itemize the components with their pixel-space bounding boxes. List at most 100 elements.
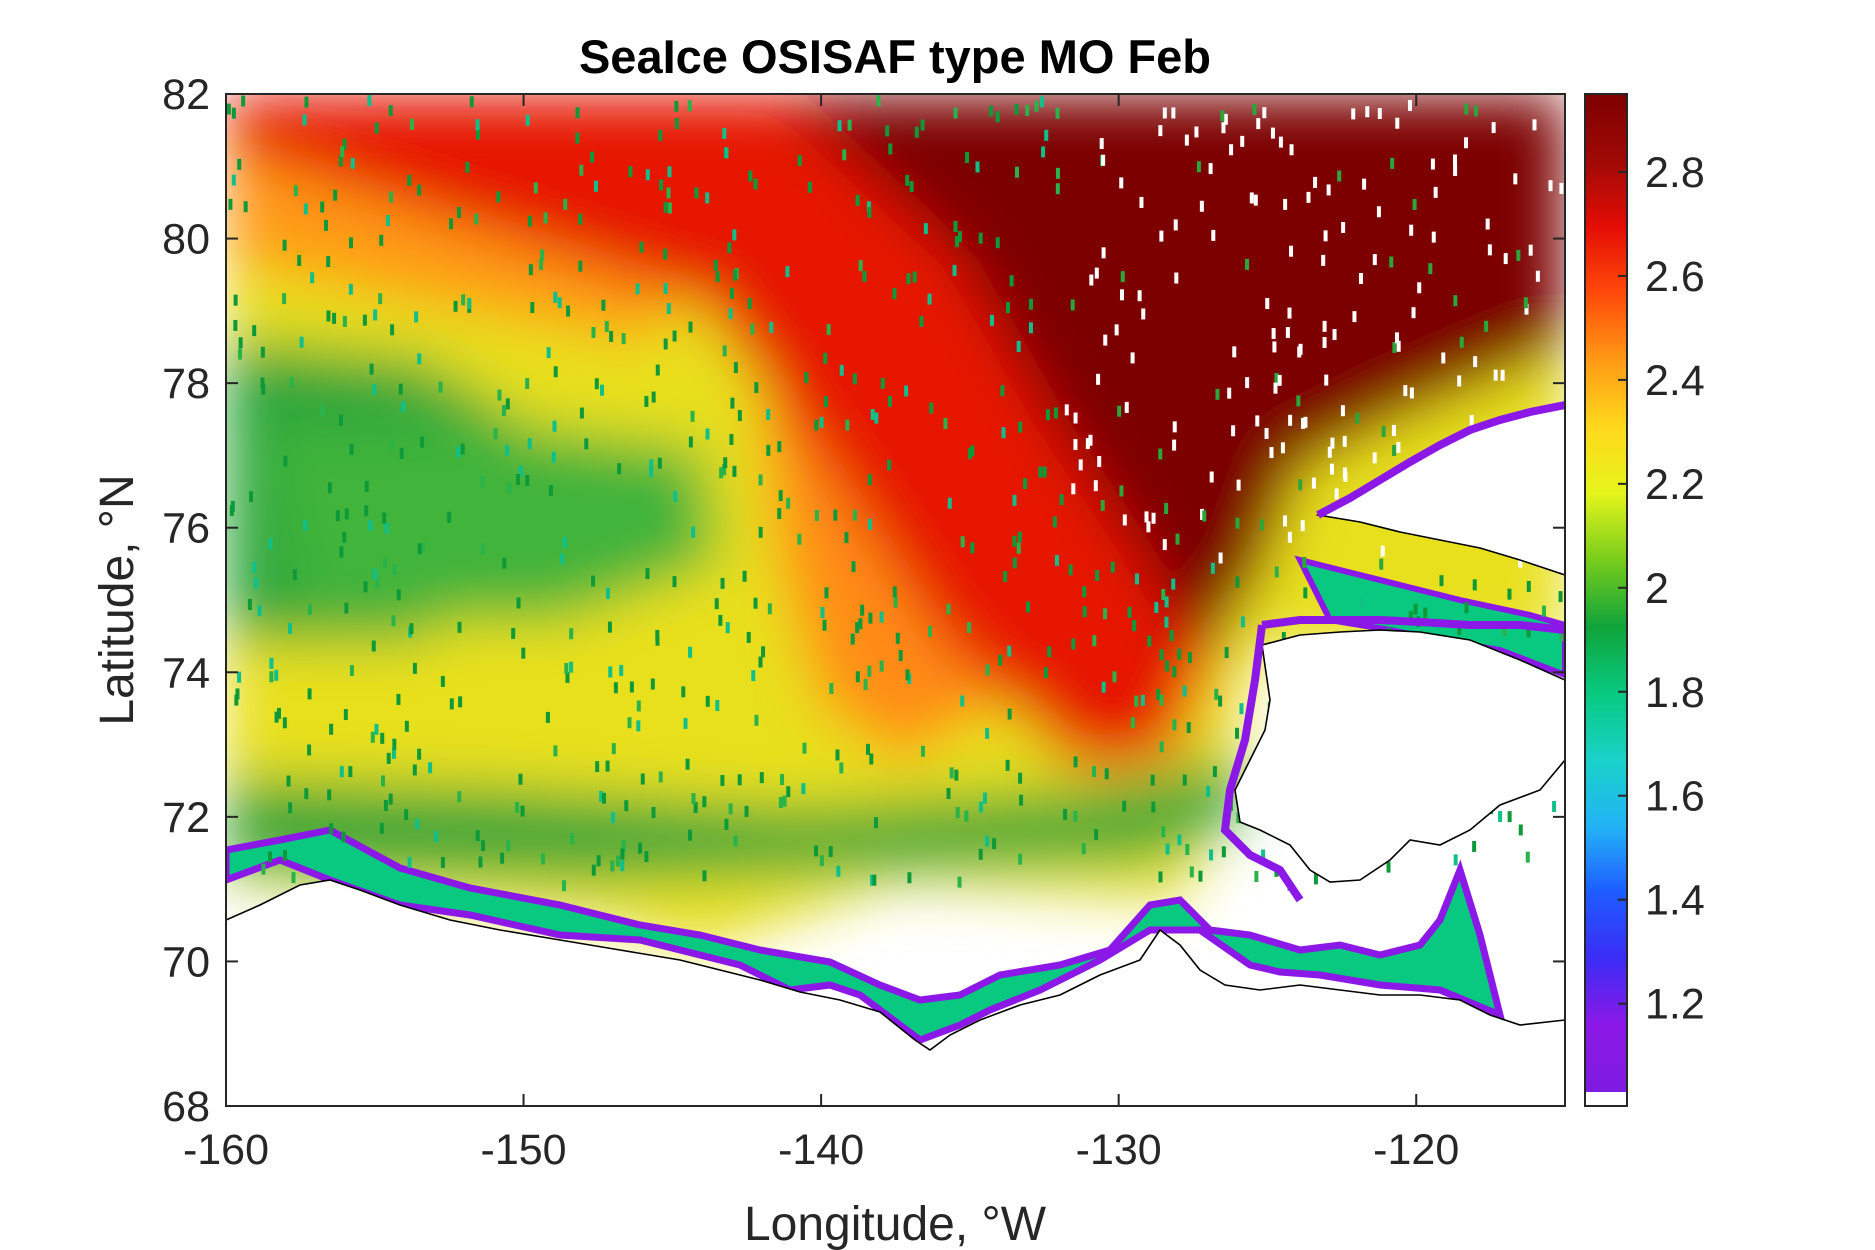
speckle xyxy=(1158,125,1163,137)
speckle xyxy=(1159,694,1164,706)
speckle xyxy=(409,118,414,130)
speckle xyxy=(595,761,600,773)
speckle xyxy=(715,700,720,712)
speckle xyxy=(440,856,445,868)
speckle xyxy=(1351,108,1356,120)
speckle xyxy=(1028,322,1033,334)
speckle xyxy=(1214,688,1219,700)
speckle xyxy=(252,561,257,573)
speckle xyxy=(858,618,863,630)
speckle xyxy=(1147,635,1152,647)
speckle xyxy=(511,627,516,639)
speckle xyxy=(1134,573,1139,585)
speckle xyxy=(954,769,959,781)
speckle xyxy=(396,693,401,705)
speckle xyxy=(1196,161,1201,173)
speckle xyxy=(1322,320,1327,332)
speckle xyxy=(525,114,530,126)
speckle xyxy=(855,194,860,206)
speckle xyxy=(1300,520,1305,532)
speckle xyxy=(766,444,771,456)
speckle xyxy=(591,326,596,338)
speckle xyxy=(778,490,783,502)
speckle xyxy=(1342,435,1347,447)
speckle xyxy=(1274,372,1279,384)
speckle xyxy=(237,671,242,683)
speckle xyxy=(569,661,574,673)
speckle xyxy=(728,308,733,320)
speckle xyxy=(385,215,390,227)
speckle xyxy=(658,129,663,141)
speckle xyxy=(828,846,833,858)
speckle xyxy=(1459,336,1464,348)
speckle xyxy=(1417,282,1422,294)
speckle xyxy=(269,657,274,669)
speckle xyxy=(493,428,498,440)
speckle xyxy=(868,612,873,624)
speckle xyxy=(802,742,807,754)
speckle xyxy=(609,330,614,342)
speckle xyxy=(342,315,347,327)
speckle xyxy=(268,538,273,550)
speckle xyxy=(380,732,385,744)
speckle xyxy=(1272,341,1277,353)
speckle xyxy=(1017,531,1022,543)
speckle xyxy=(658,771,663,783)
speckle xyxy=(748,170,753,182)
speckle xyxy=(960,536,965,548)
speckle xyxy=(1071,638,1076,650)
speckle xyxy=(1441,352,1446,364)
speckle xyxy=(1130,352,1135,364)
speckle xyxy=(1137,290,1142,302)
speckle xyxy=(389,439,394,451)
speckle xyxy=(326,256,331,268)
speckle xyxy=(782,795,787,807)
colorbar-nan-swatch xyxy=(1585,1092,1627,1106)
speckle xyxy=(525,474,530,486)
speckle xyxy=(624,800,629,812)
speckle xyxy=(467,297,472,309)
speckle xyxy=(590,151,595,163)
speckle xyxy=(475,119,480,131)
speckle xyxy=(1301,417,1306,429)
speckle xyxy=(667,202,672,214)
speckle xyxy=(1256,118,1261,130)
speckle xyxy=(967,622,972,634)
speckle xyxy=(1139,196,1144,208)
speckle xyxy=(845,419,850,431)
speckle xyxy=(380,775,385,787)
speckle xyxy=(1039,96,1044,108)
speckle xyxy=(1457,623,1462,635)
speckle xyxy=(1029,298,1034,310)
speckle xyxy=(769,321,774,333)
speckle xyxy=(449,218,454,230)
speckle xyxy=(1063,808,1068,820)
speckle xyxy=(855,671,860,683)
speckle xyxy=(1199,200,1204,212)
speckle xyxy=(620,860,625,872)
speckle xyxy=(621,840,626,852)
speckle xyxy=(1431,231,1436,243)
speckle xyxy=(1372,452,1377,464)
speckle xyxy=(635,283,640,295)
speckle xyxy=(562,536,567,548)
speckle xyxy=(1025,104,1030,116)
speckle xyxy=(1261,849,1266,861)
speckle xyxy=(320,404,325,416)
speckle xyxy=(1134,695,1139,707)
speckle xyxy=(249,491,254,503)
speckle xyxy=(1068,564,1073,576)
map-plot-area xyxy=(226,94,1565,1106)
speckle xyxy=(302,114,307,126)
speckle xyxy=(1209,471,1214,483)
speckle xyxy=(1236,812,1241,824)
speckle xyxy=(1453,154,1458,166)
speckle xyxy=(1009,275,1014,287)
speckle xyxy=(1365,106,1370,118)
speckle xyxy=(269,671,274,683)
speckle xyxy=(417,543,422,555)
speckle xyxy=(1164,502,1169,514)
speckle xyxy=(1130,717,1135,729)
speckle xyxy=(1264,427,1269,439)
speckle xyxy=(1472,840,1477,852)
